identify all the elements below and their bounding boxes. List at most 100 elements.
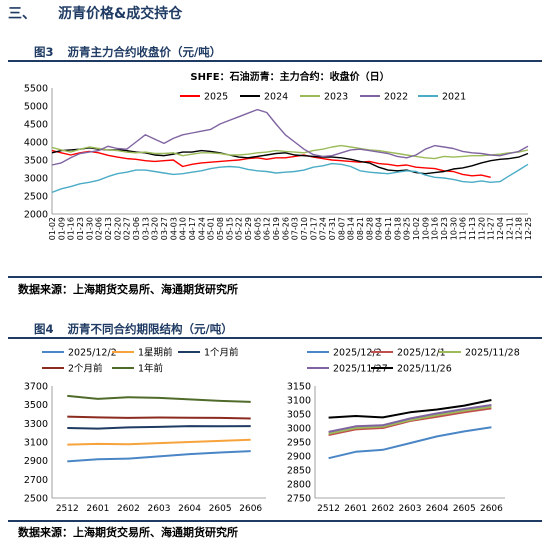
y-tick-label: 3700 bbox=[24, 382, 48, 393]
x-tick-label: 12-25 bbox=[524, 217, 533, 240]
x-tick-label: 07-17 bbox=[309, 217, 318, 240]
y-tick-label: 2950 bbox=[287, 438, 311, 449]
x-tick-label: 03-06 bbox=[132, 217, 141, 240]
x-tick-label: 06-26 bbox=[281, 217, 290, 240]
series-line-2-0 bbox=[67, 450, 251, 463]
x-tick-label: 12-18 bbox=[515, 217, 524, 240]
x-tick-label: 11-06 bbox=[459, 217, 468, 240]
legend-label: 1星期前 bbox=[138, 347, 173, 359]
figure4-caption: 沥青不同合约期限结构（元/吨） bbox=[67, 322, 233, 336]
x-tick-label: 11-20 bbox=[477, 217, 486, 240]
term-structure-chart-history: 2500 2700 2900 3100 3300 3500 3700 2512 2601 2602… bbox=[24, 347, 266, 514]
legend-label: 2024 bbox=[264, 92, 288, 103]
x-tick-label: 2602 bbox=[117, 504, 140, 514]
figure3-caption: 沥青主力合约收盘价（元/吨） bbox=[67, 45, 222, 59]
y-tick-label: 5000 bbox=[24, 102, 48, 113]
x-tick-label: 2512 bbox=[56, 504, 79, 514]
x-tick-label: 01-23 bbox=[76, 217, 85, 240]
legend-label: 2023 bbox=[324, 92, 348, 103]
section-number: 三、 bbox=[8, 6, 36, 22]
x-tick-label: 07-03 bbox=[291, 217, 300, 240]
legend-label: 2022 bbox=[384, 92, 408, 103]
figure4-number: 图4 bbox=[34, 322, 54, 336]
x-tick-label: 01-09 bbox=[57, 217, 66, 240]
close-price-chart: SHFE：石油沥青：主力合约：收盘价（日） 2000 2500 3000 3500 400… bbox=[24, 70, 533, 240]
x-tick-label: 09-04 bbox=[375, 217, 384, 240]
series-line-1-4 bbox=[51, 162, 529, 194]
x-tick-label: 2603 bbox=[399, 504, 422, 514]
x-tick-label: 2606 bbox=[239, 504, 262, 514]
legend-label: 2025 bbox=[204, 92, 228, 103]
legend-label: 2025/11/27 bbox=[333, 364, 388, 375]
x-tick-label: 2604 bbox=[426, 504, 449, 514]
x-tick-label: 2603 bbox=[148, 504, 171, 514]
x-tick-label: 03-27 bbox=[160, 217, 169, 240]
figure4-label: 图4 沥青不同合约期限结构（元/吨） bbox=[34, 321, 233, 337]
x-tick-label: 01-30 bbox=[85, 217, 94, 240]
x-tick-label: 08-07 bbox=[337, 217, 346, 240]
x-tick-label: 04-17 bbox=[188, 217, 197, 240]
x-tick-label: 2601 bbox=[344, 504, 367, 514]
series-line-2-1 bbox=[67, 438, 251, 446]
series-line-1-2 bbox=[51, 144, 529, 160]
x-tick-label: 05-29 bbox=[244, 217, 253, 240]
figure3-number: 图3 bbox=[34, 45, 54, 59]
figure3-bottom-rule bbox=[8, 276, 542, 278]
x-tick-label: 02-20 bbox=[113, 217, 122, 240]
x-tick-label: 03-20 bbox=[151, 217, 160, 240]
x-tick-label: 08-21 bbox=[356, 217, 365, 240]
y-tick-label: 2750 bbox=[287, 494, 311, 505]
x-tick-label: 05-01 bbox=[207, 217, 216, 240]
y-tick-label: 2850 bbox=[287, 466, 311, 477]
x-tick-label: 2605 bbox=[453, 504, 476, 514]
x-tick-label: 09-25 bbox=[403, 217, 412, 240]
legend-label: 1个月前 bbox=[204, 347, 239, 359]
x-tick-label: 04-24 bbox=[197, 217, 206, 240]
x-tick-label: 04-03 bbox=[169, 217, 178, 240]
x-tick-label: 04-10 bbox=[179, 217, 188, 240]
legend-label: 2个月前 bbox=[68, 363, 103, 375]
legend-label: 2021 bbox=[442, 92, 466, 103]
y-tick-label: 3500 bbox=[24, 156, 48, 167]
x-tick-label: 07-10 bbox=[300, 217, 309, 240]
y-tick-label: 2000 bbox=[24, 210, 48, 221]
x-tick-label: 2604 bbox=[178, 504, 201, 514]
series-line-3-3 bbox=[328, 404, 492, 433]
figure3-source: 数据来源：上海期货交易所、海通期货研究所 bbox=[18, 283, 238, 296]
series-line-3-2 bbox=[328, 405, 492, 435]
y-tick-label: 3150 bbox=[287, 382, 311, 393]
legend-label: 1年前 bbox=[138, 363, 163, 375]
y-tick-label: 2900 bbox=[287, 452, 311, 463]
series-line-1-1 bbox=[51, 147, 529, 175]
x-tick-label: 11-27 bbox=[487, 217, 496, 240]
x-tick-label: 03-13 bbox=[141, 217, 150, 240]
legend-label: 2025/12/2 bbox=[68, 348, 117, 359]
x-tick-label: 10-02 bbox=[412, 217, 421, 240]
x-tick-label: 08-14 bbox=[347, 217, 356, 240]
x-tick-label: 09-18 bbox=[393, 217, 402, 240]
y-tick-label: 5500 bbox=[24, 84, 48, 95]
x-tick-label: 07-31 bbox=[328, 217, 337, 240]
x-tick-label: 06-12 bbox=[263, 217, 272, 240]
series-line-1-0 bbox=[51, 149, 491, 178]
y-tick-label: 2800 bbox=[287, 480, 311, 491]
x-tick-label: 01-16 bbox=[67, 217, 76, 240]
section-title: 三、 沥青价格&成交持仓 bbox=[8, 3, 182, 23]
figure4-rule bbox=[8, 337, 542, 339]
x-tick-label: 05-22 bbox=[235, 217, 244, 240]
x-tick-label: 02-13 bbox=[104, 217, 113, 240]
series-line-3-0 bbox=[328, 426, 492, 460]
x-tick-label: 05-08 bbox=[216, 217, 225, 240]
x-tick-label: 10-30 bbox=[449, 217, 458, 240]
legend-label: 2025/11/26 bbox=[397, 364, 452, 375]
x-tick-label: 10-16 bbox=[431, 217, 440, 240]
figure4-source: 数据来源：上海期货交易所、海通期货研究所 bbox=[18, 526, 238, 539]
series-line-2-3 bbox=[67, 415, 251, 420]
x-tick-label: 2605 bbox=[209, 504, 232, 514]
x-tick-label: 10-23 bbox=[440, 217, 449, 240]
y-tick-label: 3500 bbox=[24, 400, 48, 411]
x-tick-label: 11-13 bbox=[468, 217, 477, 240]
x-tick-label: 2606 bbox=[480, 504, 503, 514]
y-tick-label: 2900 bbox=[24, 456, 48, 467]
x-tick-label: 02-27 bbox=[123, 217, 132, 240]
